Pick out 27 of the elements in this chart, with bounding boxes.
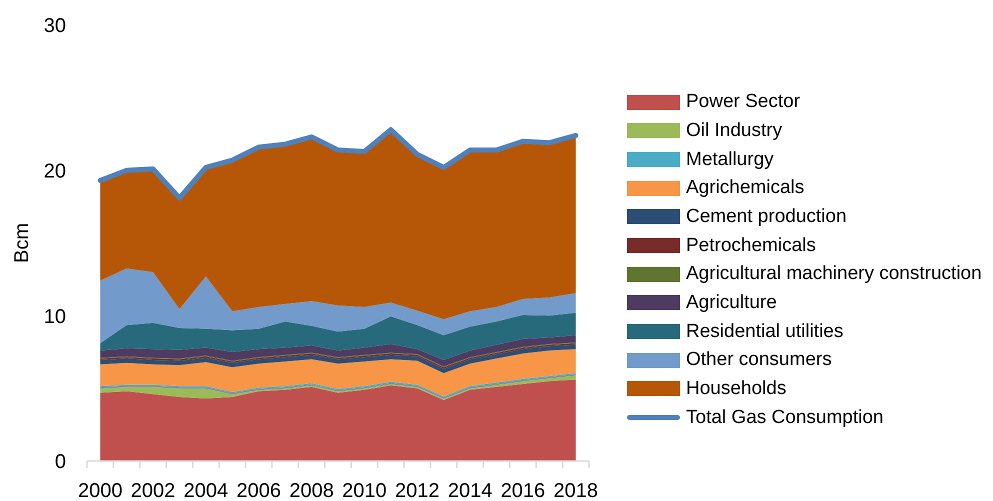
legend-label: Power Sector xyxy=(686,91,800,112)
y-tick-label: 30 xyxy=(44,15,66,38)
y-tick-label: 0 xyxy=(54,451,66,474)
legend-label: Residential utilities xyxy=(686,320,844,342)
legend-label: Agricultural machinery construction xyxy=(686,263,982,284)
y-axis-title: Bcm xyxy=(11,223,33,263)
x-tick-label: 2002 xyxy=(130,480,176,501)
legend-label: Agriculture xyxy=(686,292,777,313)
y-tick-label: 10 xyxy=(44,306,66,328)
legend-label: Metallurgy xyxy=(686,148,774,170)
legend-label: Agrichemicals xyxy=(686,177,804,198)
y-tick-label: 20 xyxy=(44,160,66,182)
x-tick-label: 2008 xyxy=(289,480,334,501)
x-tick-label: 2004 xyxy=(184,480,228,501)
legend-label: Petrochemicals xyxy=(686,234,816,256)
x-tick-label: 2018 xyxy=(554,480,598,501)
x-tick-label: 2012 xyxy=(395,480,440,501)
x-tick-label: 2016 xyxy=(500,480,546,501)
legend-label: Other consumers xyxy=(686,349,832,370)
legend-label: Total Gas Consumption xyxy=(686,406,884,428)
x-tick-label: 2010 xyxy=(342,480,387,501)
x-tick-label: 2014 xyxy=(448,480,492,501)
x-tick-label: 2006 xyxy=(236,480,281,501)
legend-label: Oil Industry xyxy=(686,120,782,141)
legend-label: Households xyxy=(686,378,786,399)
legend-label: Cement production xyxy=(686,206,847,227)
x-tick-label: 2000 xyxy=(78,480,122,501)
